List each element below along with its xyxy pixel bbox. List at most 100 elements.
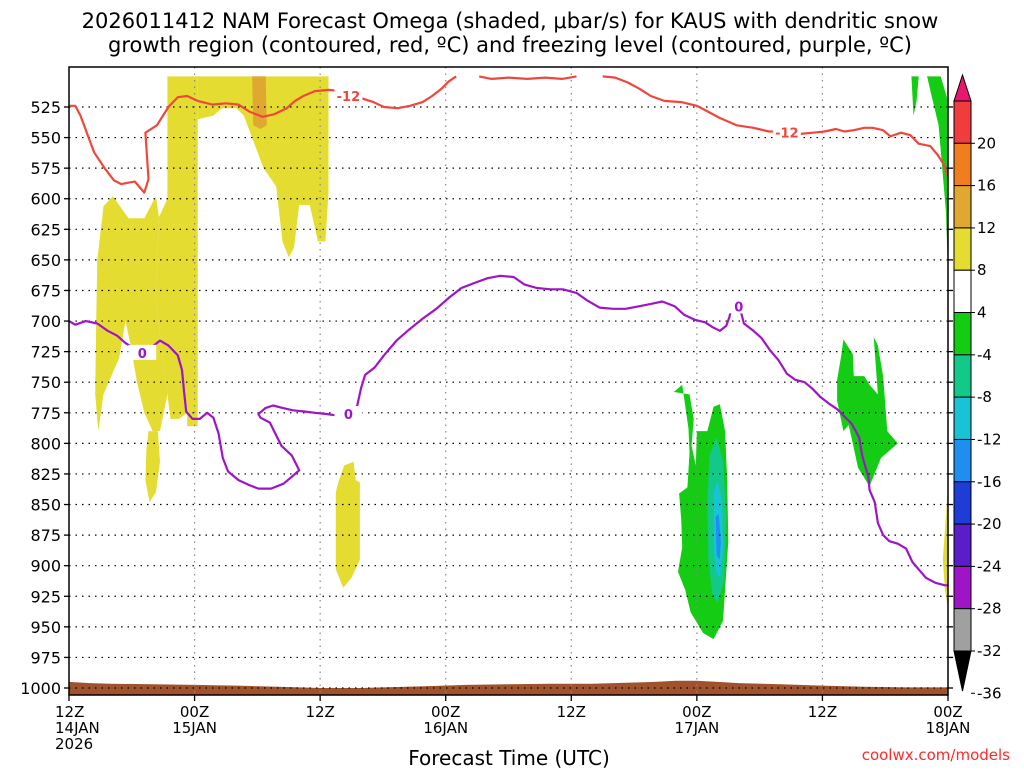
omega-region-0 bbox=[155, 76, 198, 427]
colorbar-box-3 bbox=[953, 185, 972, 229]
colorbar-box-12 bbox=[953, 565, 972, 610]
contour-lines bbox=[69, 75, 948, 587]
plot-frame bbox=[68, 66, 949, 696]
title-line-2: growth region (contoured, red, ºC) and f… bbox=[108, 33, 912, 57]
ytick-label-675: 675 bbox=[30, 281, 61, 300]
colorbar-label-1: 16 bbox=[977, 177, 996, 195]
axes: 525 550 575 600 625 650 675 700 725 750 775 800 825 8… bbox=[20, 66, 971, 753]
contour-label-dendritic-minus-12: -12 bbox=[337, 90, 361, 105]
colorbar-box-7 bbox=[953, 354, 972, 398]
colorbar-bottom-arrow bbox=[953, 650, 972, 692]
xtick-label-84-1: 00Z bbox=[933, 703, 962, 721]
contour-label-bg-freezing-label-3 bbox=[724, 298, 753, 314]
colorbar-box-2 bbox=[953, 142, 972, 187]
colorbar-label-8: -16 bbox=[977, 473, 1002, 491]
xtick-label-0-3: 2026 bbox=[55, 735, 93, 753]
omega-region-6 bbox=[942, 465, 948, 615]
xtick-label-0-2: 14JAN bbox=[55, 719, 100, 737]
xtick-label-48-1: 12Z bbox=[557, 703, 586, 721]
ytick-label-900: 900 bbox=[30, 557, 61, 576]
xtick-label-72-1: 12Z bbox=[808, 703, 837, 721]
colorbar-box-11 bbox=[953, 523, 972, 567]
contour-label-bg-freezing-label-2 bbox=[334, 406, 363, 422]
colorbar-top-arrow bbox=[953, 73, 972, 102]
contour-label-dendritic-minus-12c: -12 bbox=[775, 127, 799, 142]
ytick-label-750: 750 bbox=[30, 373, 61, 392]
contour-dendritic-minus-12b bbox=[478, 75, 577, 80]
colorbar-box-6 bbox=[953, 312, 972, 356]
ytick-label-925: 925 bbox=[30, 587, 61, 606]
contour-label-freezing-label-2: 0 bbox=[344, 408, 353, 423]
contour-label-bg-freezing-label-1 bbox=[128, 344, 157, 360]
xtick-label-12-1: 00Z bbox=[180, 703, 209, 721]
colorbar-box-4 bbox=[953, 227, 972, 271]
xtick-label-24-1: 12Z bbox=[305, 703, 334, 721]
colorbar-label-11: -28 bbox=[977, 600, 1002, 618]
colorbar-label-5: -4 bbox=[977, 346, 992, 364]
ytick-label-625: 625 bbox=[30, 220, 61, 239]
ytick-label-775: 775 bbox=[30, 404, 61, 423]
colorbar-box-1 bbox=[953, 100, 972, 144]
omega-region-2 bbox=[145, 431, 160, 503]
ytick-label-875: 875 bbox=[30, 526, 61, 545]
colorbar-box-8 bbox=[953, 396, 972, 440]
chart-title: 2026011412 NAM Forecast Omega (shaded, μ… bbox=[82, 9, 939, 57]
ytick-label-600: 600 bbox=[30, 190, 61, 209]
colorbar-box-5 bbox=[953, 269, 972, 314]
colorbar-box-9 bbox=[953, 438, 972, 483]
xtick-label-60-1: 00Z bbox=[682, 703, 711, 721]
colorbar-label-2: 12 bbox=[977, 219, 996, 237]
xtick-label-36-2: 16JAN bbox=[423, 719, 468, 737]
omega-region-4 bbox=[252, 76, 267, 129]
omega-region-5 bbox=[335, 461, 360, 588]
ytick-label-950: 950 bbox=[30, 618, 61, 637]
colorbar-label-6: -8 bbox=[977, 388, 992, 406]
omega-region-1 bbox=[95, 196, 168, 432]
credit-link[interactable]: coolwx.com/models bbox=[862, 746, 1010, 764]
ytick-label-1000: 1000 bbox=[20, 679, 61, 698]
omega-shading bbox=[69, 76, 948, 695]
colorbar-label-0: 20 bbox=[977, 134, 996, 152]
omega-region-13 bbox=[911, 76, 919, 116]
xtick-label-36-1: 00Z bbox=[431, 703, 460, 721]
colorbar-label-4: 4 bbox=[977, 304, 987, 322]
xtick-label-84-2: 18JAN bbox=[926, 719, 971, 737]
contour-label-freezing-label-3: 0 bbox=[734, 300, 743, 315]
colorbar-label-13: -36 bbox=[977, 684, 1002, 702]
title-line-1: 2026011412 NAM Forecast Omega (shaded, μ… bbox=[82, 9, 939, 33]
colorbar-box-10 bbox=[953, 481, 972, 525]
omega-region-3 bbox=[197, 76, 329, 258]
contour-label-bg-dendritic-minus-12 bbox=[334, 87, 363, 103]
colorbar-label-3: 8 bbox=[977, 261, 987, 279]
omega-region-11 bbox=[837, 337, 898, 487]
terrain-surface bbox=[69, 680, 948, 695]
ytick-label-575: 575 bbox=[30, 159, 61, 178]
xtick-label-0-1: 12Z bbox=[55, 703, 84, 721]
ytick-label-650: 650 bbox=[30, 251, 61, 270]
contour-label-freezing-label-1: 0 bbox=[138, 347, 147, 362]
xtick-label-12-2: 15JAN bbox=[172, 719, 217, 737]
colorbar: 20 16 12 8 4 -4 -8 -12 -16 -20 -24 -28 -32 -36 bbox=[953, 73, 1002, 702]
ytick-label-825: 825 bbox=[30, 465, 61, 484]
ytick-label-700: 700 bbox=[30, 312, 61, 331]
xtick-label-60-2: 17JAN bbox=[674, 719, 719, 737]
ytick-label-525: 525 bbox=[30, 98, 61, 117]
contour-label-bg-dendritic-minus-12c bbox=[772, 124, 801, 140]
contour-freezing-level-0 bbox=[69, 274, 948, 587]
plot-background bbox=[69, 67, 948, 695]
colorbar-label-9: -20 bbox=[977, 515, 1002, 533]
plot-area bbox=[69, 67, 948, 695]
ytick-label-975: 975 bbox=[30, 648, 61, 667]
colorbar-label-10: -24 bbox=[977, 557, 1002, 575]
ytick-label-725: 725 bbox=[30, 343, 61, 362]
x-axis-label: Forecast Time (UTC) bbox=[408, 746, 610, 768]
contour-dendritic-minus-12c bbox=[602, 75, 948, 181]
ytick-label-800: 800 bbox=[30, 434, 61, 453]
contour-dendritic-minus-12 bbox=[69, 75, 457, 194]
colorbar-box-13 bbox=[953, 608, 972, 652]
omega-region-12 bbox=[927, 76, 948, 322]
colorbar-label-7: -12 bbox=[977, 431, 1002, 449]
contours: -12 -12 0 0 0 bbox=[69, 75, 948, 587]
